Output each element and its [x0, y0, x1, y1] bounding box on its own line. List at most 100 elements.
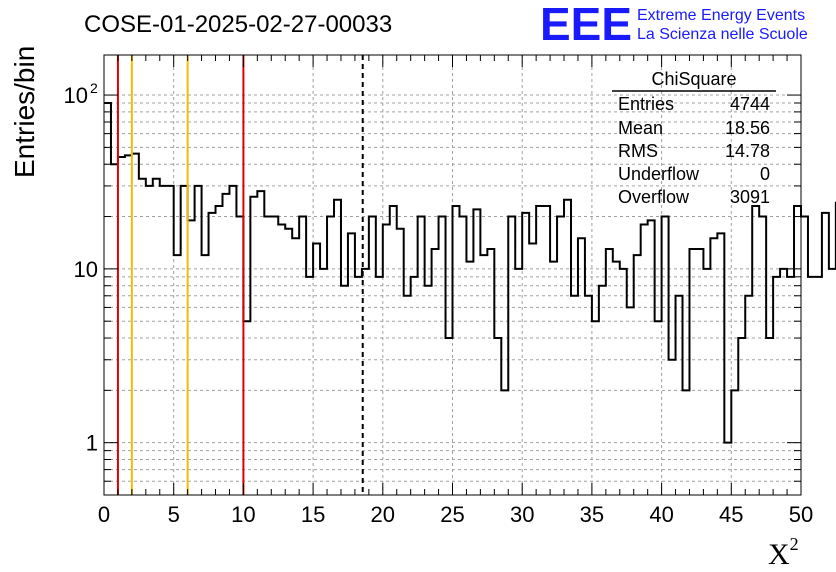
histogram-bin	[717, 233, 724, 495]
histogram-bin	[801, 217, 808, 495]
histogram-bin	[432, 249, 439, 495]
stats-label-underflow: Underflow	[618, 164, 700, 184]
histogram-bin	[243, 321, 250, 495]
histogram-bin	[578, 238, 585, 495]
histogram-bin	[669, 360, 676, 495]
histogram-bin	[453, 206, 460, 495]
histogram-bin	[404, 296, 411, 495]
y-tick-label: 1	[86, 431, 98, 456]
histogram-bin	[501, 390, 508, 495]
histogram-bin	[306, 277, 313, 495]
histogram-bin	[529, 243, 536, 495]
histogram-bin	[278, 224, 285, 495]
histogram-bin	[118, 157, 125, 495]
histogram-bin	[689, 249, 696, 495]
histogram-bin	[557, 217, 564, 495]
histogram-bin	[236, 217, 243, 495]
histogram-bin	[606, 249, 613, 495]
eee-logo: EEE	[540, 0, 632, 50]
x-tick-label: 20	[371, 502, 395, 527]
histogram-bin	[229, 186, 236, 495]
histogram-bin	[494, 338, 501, 495]
histogram-bin	[111, 164, 118, 495]
x-tick-label: 40	[649, 502, 673, 527]
histogram-bin	[508, 217, 515, 495]
histogram-bin	[397, 229, 404, 495]
stats-value-mean: 18.56	[725, 118, 770, 138]
histogram-bin	[738, 338, 745, 495]
histogram-bin	[759, 217, 766, 495]
x-tick-label: 5	[168, 502, 180, 527]
histogram-bin	[480, 255, 487, 495]
histogram-bin	[139, 179, 146, 495]
stats-value-overflow: 3091	[730, 187, 770, 207]
histogram-bin	[634, 255, 641, 495]
histogram-bin	[348, 233, 355, 495]
histogram-bin	[731, 390, 738, 495]
histogram-bin	[808, 277, 815, 495]
y-axis-label: Entries/bin	[9, 46, 40, 178]
histogram-bin	[264, 217, 271, 495]
histogram-bin	[794, 206, 801, 495]
x-tick-label: 35	[580, 502, 604, 527]
histogram-bin	[585, 296, 592, 495]
histogram-bin	[104, 103, 111, 495]
histogram-bin	[683, 390, 690, 495]
histogram-bin	[599, 286, 606, 495]
stats-title: ChiSquare	[651, 69, 736, 89]
histogram-bin	[662, 217, 669, 495]
histogram-bin	[411, 277, 418, 495]
histogram-bin	[418, 217, 425, 495]
histogram-bin	[285, 229, 292, 495]
histogram-bin	[250, 197, 257, 495]
histogram	[104, 102, 836, 495]
histogram-bin	[320, 269, 327, 495]
histogram-bin	[257, 191, 264, 495]
histogram-bin	[815, 277, 822, 495]
chart-title: COSE-01-2025-02-27-00033	[84, 11, 392, 38]
histogram-bin	[446, 338, 453, 495]
stats-value-underflow: 0	[760, 164, 770, 184]
histogram-bin	[773, 277, 780, 495]
histogram-bin	[355, 277, 362, 495]
histogram-bin	[209, 213, 216, 495]
histogram-bin	[724, 443, 731, 495]
histogram-bin	[327, 217, 334, 495]
histogram-bin	[167, 186, 174, 495]
histogram-bin	[390, 206, 397, 495]
x-tick-label: 10	[231, 502, 255, 527]
histogram-bin	[292, 238, 299, 495]
histogram-bin	[522, 213, 529, 495]
histogram-bin	[459, 217, 466, 495]
histogram-bin	[620, 269, 627, 495]
histogram-bin	[125, 155, 132, 495]
histogram-bin	[641, 224, 648, 495]
histogram-bin	[369, 217, 376, 495]
histogram-bin	[550, 262, 557, 495]
histogram-bin	[425, 286, 432, 495]
histogram-bin	[334, 200, 341, 495]
histogram-bin	[536, 206, 543, 495]
histogram-bin	[676, 296, 683, 495]
histogram-bin	[655, 321, 662, 495]
histogram-bin	[222, 194, 229, 495]
histogram-bin	[829, 269, 836, 495]
histogram-bin	[487, 249, 494, 495]
y-tick-label-exponent: 2	[90, 80, 98, 96]
axis-ticks	[103, 55, 802, 496]
histogram-bin	[822, 213, 829, 495]
x-axis-label-superscript: 2	[790, 534, 799, 554]
histogram-bin	[174, 255, 181, 495]
histogram-bin	[376, 277, 383, 495]
histogram-bin	[564, 200, 571, 495]
histogram-bin	[271, 217, 278, 495]
x-tick-label: 0	[98, 502, 110, 527]
stats-box: ChiSquare Entries 4744 Mean 18.56 RMS 14…	[612, 69, 776, 207]
histogram-bin	[710, 238, 717, 495]
histogram-bin	[627, 307, 634, 495]
x-tick-label: 15	[301, 502, 325, 527]
stats-label-overflow: Overflow	[618, 187, 690, 207]
histogram-bin	[439, 217, 446, 495]
